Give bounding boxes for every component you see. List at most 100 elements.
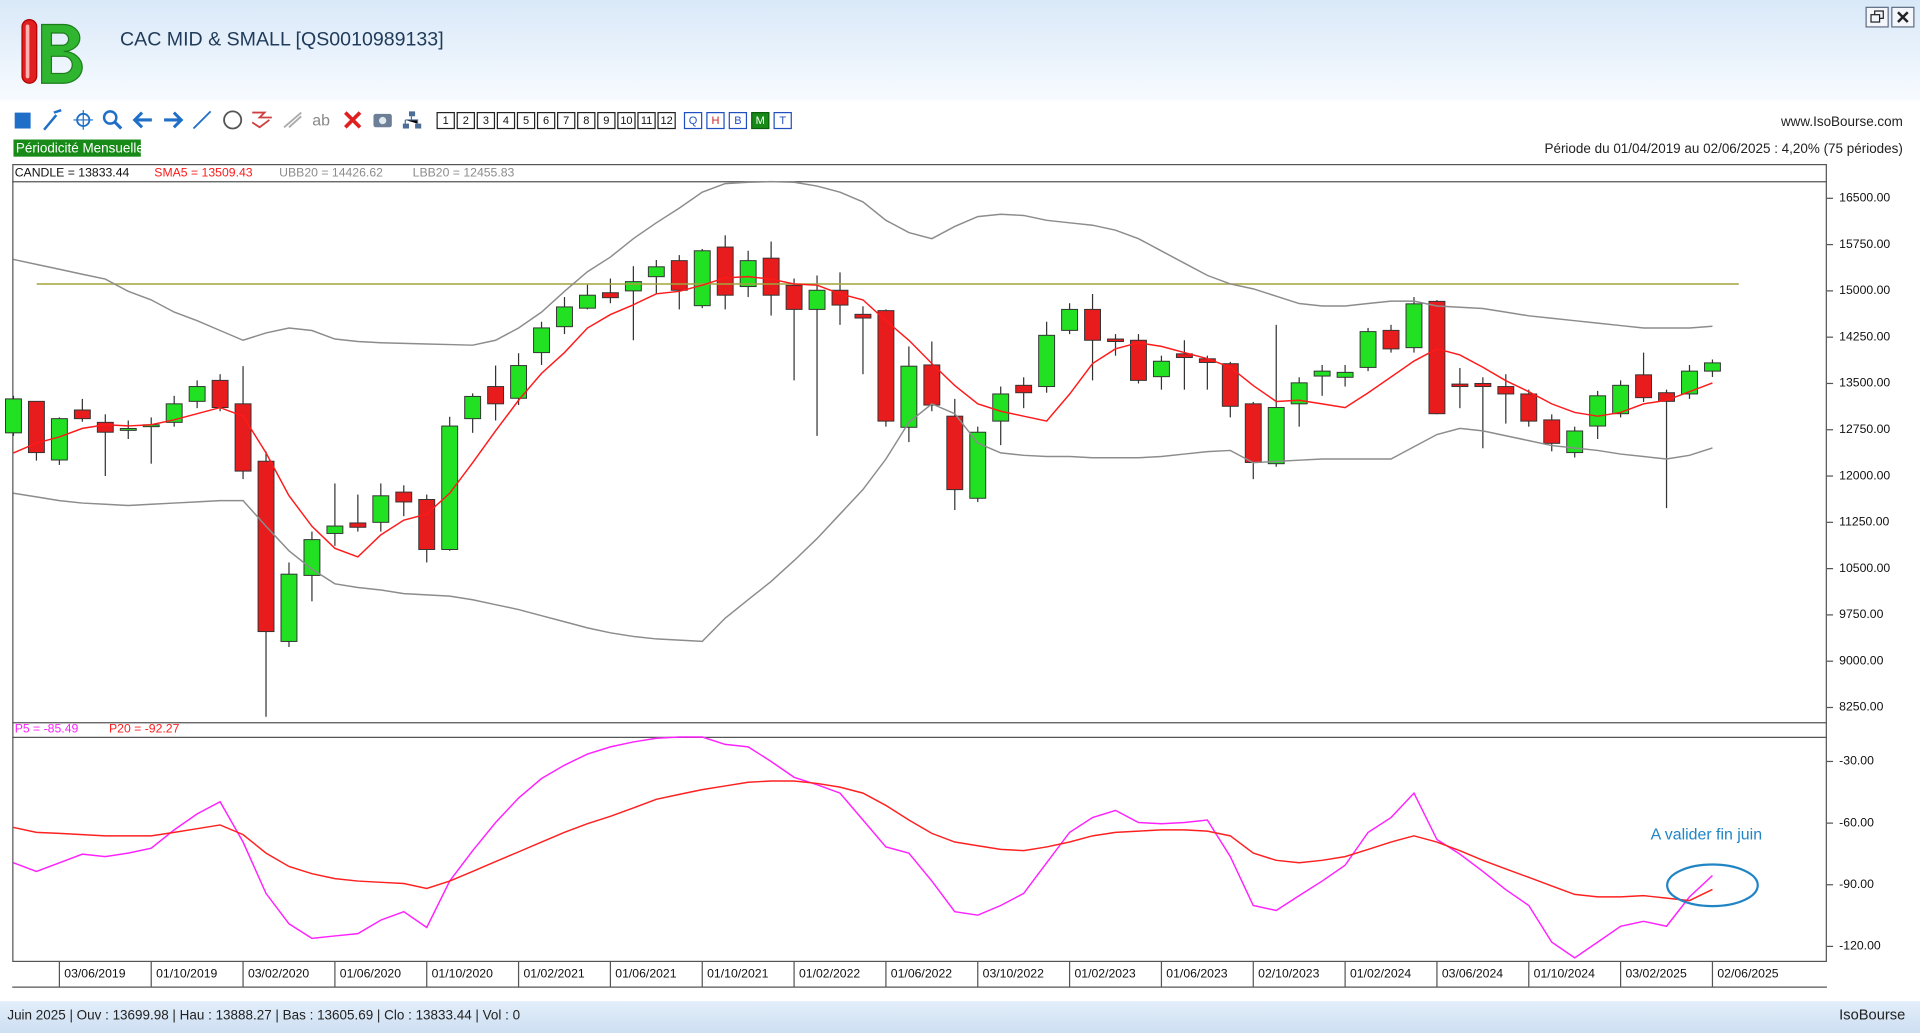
website-link[interactable]: www.IsoBourse.com — [1780, 114, 1903, 129]
candle-body — [533, 327, 550, 354]
tree-tool[interactable] — [402, 111, 422, 129]
period-button[interactable] — [436, 111, 455, 130]
y-tick-label: -90.00 — [1839, 877, 1874, 891]
period-button-label[interactable]: 7 — [563, 115, 569, 127]
candle-body — [1612, 384, 1630, 415]
draw-tool[interactable] — [43, 108, 62, 131]
period-button[interactable] — [557, 111, 576, 130]
candle-body — [579, 294, 596, 309]
x-tick-label: 01/06/2021 — [615, 966, 676, 980]
view-button[interactable] — [773, 111, 792, 130]
legend-entry: LBB20 = 12455.83 — [413, 165, 515, 179]
line-tool[interactable] — [192, 110, 212, 130]
y-tick-label: -30.00 — [1839, 754, 1874, 768]
snapshot-tool[interactable] — [373, 113, 392, 128]
candle-body — [1635, 374, 1653, 399]
x-tick-label: 01/06/2023 — [1166, 966, 1227, 980]
candle-body — [1474, 382, 1492, 388]
view-button[interactable] — [728, 111, 748, 130]
periodicity-badge — [13, 139, 141, 157]
period-button[interactable] — [617, 111, 636, 130]
view-button[interactable] — [706, 111, 725, 130]
period-button-label[interactable]: 1 — [443, 115, 449, 127]
x-tick-label: 01/10/2020 — [432, 966, 493, 980]
view-button-label[interactable]: H — [711, 115, 719, 127]
candle-body — [946, 415, 964, 491]
series-line — [13, 736, 1713, 959]
view-button-label[interactable]: Q — [689, 115, 698, 127]
text-tool[interactable]: ab — [312, 112, 330, 129]
period-button-label[interactable]: 3 — [483, 115, 489, 127]
close-button[interactable] — [1891, 6, 1915, 28]
candle-body — [693, 250, 711, 307]
candle-body — [831, 289, 849, 306]
forward-button[interactable] — [164, 111, 184, 129]
period-button[interactable] — [597, 111, 616, 130]
period-button[interactable] — [536, 111, 556, 130]
back-button[interactable] — [132, 111, 152, 129]
y-tick-label: 9000.00 — [1839, 653, 1883, 667]
period-button[interactable] — [577, 111, 596, 130]
legend-entry: SMA5 = 13509.43 — [154, 165, 253, 179]
view-button[interactable] — [683, 111, 703, 130]
period-button-label[interactable]: 6 — [543, 115, 549, 127]
candle-body — [188, 386, 206, 402]
period-button[interactable] — [516, 111, 536, 130]
series-line — [13, 275, 1713, 558]
candle-body — [1405, 303, 1423, 349]
view-button-label[interactable]: M — [756, 115, 765, 127]
period-button-label[interactable]: 11 — [641, 115, 652, 127]
select-tool[interactable] — [14, 112, 31, 129]
x-tick-label: 01/02/2023 — [1074, 966, 1135, 980]
period-button-label[interactable]: 10 — [620, 115, 632, 127]
candle-body — [303, 539, 321, 576]
period-button-label[interactable]: 9 — [603, 115, 609, 127]
circle-tool[interactable] — [223, 110, 243, 130]
view-button-label[interactable]: B — [734, 115, 741, 127]
x-tick-label: 03/10/2022 — [983, 966, 1044, 980]
candle-body — [1336, 371, 1354, 378]
view-button-label[interactable]: T — [779, 115, 786, 127]
period-button-label[interactable]: 4 — [503, 115, 509, 127]
y-tick-label: 11250.00 — [1839, 515, 1889, 529]
x-tick-label: 01/10/2024 — [1534, 966, 1595, 980]
candle-body — [923, 364, 941, 406]
restore-button[interactable] — [1865, 6, 1889, 28]
candle-body — [808, 289, 826, 310]
candle-body — [211, 379, 229, 409]
view-button[interactable] — [751, 111, 770, 130]
candle-body — [165, 403, 183, 423]
candle-body — [601, 292, 619, 299]
period-button-label[interactable]: 12 — [660, 115, 672, 127]
delete-tool[interactable] — [344, 111, 362, 129]
period-button-label[interactable]: 5 — [523, 115, 529, 127]
candle-body — [1520, 393, 1538, 422]
indicator-tool[interactable] — [251, 111, 272, 129]
x-tick-label: 01/02/2024 — [1350, 966, 1411, 980]
period-button-label[interactable]: 2 — [463, 115, 469, 127]
window-title: CAC MID & SMALL [QS0010989133] — [120, 29, 444, 51]
candle-body — [280, 573, 298, 642]
candle-body — [647, 266, 665, 278]
crosshair-tool[interactable] — [73, 110, 94, 130]
zoom-tool[interactable] — [102, 110, 123, 130]
fibo-tool[interactable] — [283, 111, 302, 128]
candle-body — [119, 428, 137, 431]
period-button[interactable] — [456, 111, 475, 130]
candle-body — [27, 400, 45, 454]
period-button[interactable] — [496, 111, 516, 130]
period-button-label[interactable]: 8 — [583, 115, 589, 127]
period-button[interactable] — [637, 111, 656, 130]
legend-entry: UBB20 = 14426.62 — [279, 165, 383, 179]
candle-body — [96, 421, 114, 433]
candle-body — [487, 386, 505, 405]
candle-body — [624, 281, 642, 292]
period-button[interactable] — [476, 111, 496, 130]
period-button[interactable] — [657, 111, 676, 130]
y-tick-label: 12000.00 — [1839, 468, 1890, 482]
y-tick-label: 15000.00 — [1839, 283, 1890, 297]
y-tick-label: 16500.00 — [1839, 191, 1890, 205]
header-bar — [0, 0, 1920, 101]
